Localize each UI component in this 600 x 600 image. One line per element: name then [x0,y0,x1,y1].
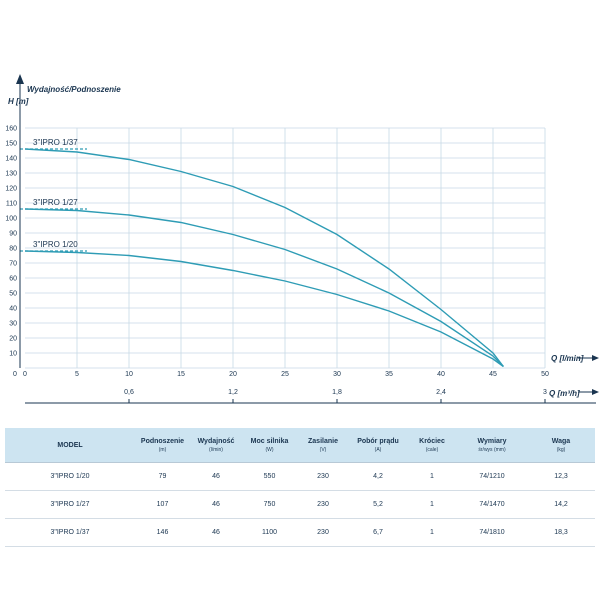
x-tick-label: 30 [333,371,341,378]
x-tick-label: 10 [125,371,133,378]
chart-series: 3"IPRO 1/20 3"IPRO 1/27 3"IPRO 1/37 [20,138,504,368]
series-line [24,208,504,367]
header-flow: Wydajność (l/min) [190,428,242,463]
cell-model: 3"IPRO 1/20 [50,473,90,480]
chart-grid [25,127,546,369]
y-tick-label: 130 [5,171,17,178]
cell-flow: 46 [212,473,220,480]
secondary-x-axis-label: Q [m³/h] [549,389,580,398]
cell-current: 6,7 [373,529,383,536]
cell-lift: 107 [156,501,169,508]
y-tick-label: 50 [9,291,17,298]
chart-title: Wydajność/Podnoszenie [27,85,121,94]
cell-lift: 79 [158,473,167,480]
y-tick-label: 90 [9,231,17,238]
cell-weight: 14,2 [554,501,568,508]
cell-model: 3"IPRO 1/37 [50,529,90,536]
y-tick-label: 10 [9,351,17,358]
cell-lift: 146 [156,529,169,536]
cell-connector: 1 [430,473,434,480]
table-row: 3"IPRO 1/37 146 46 1100 230 6,7 1 74/181… [5,519,595,547]
x-tick-label: 50 [541,371,549,378]
cell-motor-power: 750 [263,501,276,508]
y-tick-label: 0 [13,371,17,378]
cell-model: 3"IPRO 1/27 [50,501,90,508]
cell-connector: 1 [430,501,434,508]
secondary-x-tick-label: 1,8 [332,389,342,396]
series-label: 3"IPRO 1/27 [33,198,78,207]
y-tick-label: 120 [5,186,17,193]
y-tick-label: 20 [9,336,17,343]
cell-current: 4,2 [373,473,383,480]
cell-weight: 12,3 [554,473,568,480]
chart-tick-labels: 0 5 10 15 20 25 30 35 40 45 5010203040506070809010… [5,126,549,403]
cell-dimensions: 74/1210 [479,473,505,480]
y-tick-label: 140 [5,156,17,163]
table-row: 3"IPRO 1/20 79 46 550 230 4,2 1 74/1210 … [5,462,595,491]
header-model: MODEL [5,428,135,463]
header-voltage: Zasilanie (V) [297,428,349,463]
spec-table: MODEL Podnoszenie (m) Wydajność (l/min) Mo… [5,428,595,547]
x-tick-label: 5 [75,371,79,378]
cell-dimensions: 74/1810 [479,529,505,536]
cell-motor-power: 1100 [261,529,278,536]
x-tick-label: 20 [229,371,237,378]
cell-weight: 18,3 [554,529,568,536]
y-tick-label: 30 [9,321,17,328]
x-tick-label: 35 [385,371,393,378]
secondary-x-tick-label: 1,2 [228,389,238,396]
series-label: 3"IPRO 1/37 [33,138,78,147]
cell-dimensions: 74/1470 [479,501,505,508]
series-line [24,250,504,368]
cell-voltage: 230 [317,473,329,480]
cell-flow: 46 [212,501,220,508]
y-tick-label: 60 [9,276,17,283]
y-axis-arrow-icon [16,74,24,84]
spec-table-header-row: MODEL Podnoszenie (m) Wydajność (l/min) Mo… [5,428,595,463]
y-tick-label: 70 [9,261,17,268]
secondary-x-tick-label: 2,4 [436,389,446,396]
x-tick-label: 0 [23,371,27,378]
y-tick-label: 110 [6,201,17,208]
cell-current: 5,2 [373,501,383,508]
secondary-x-tick-label: 0,6 [124,389,134,396]
y-tick-label: 100 [5,216,17,223]
y-tick-label: 150 [5,141,17,148]
cell-voltage: 230 [317,529,329,536]
x-tick-label: 15 [177,371,185,378]
secondary-x-tick-label: 3 [543,389,547,396]
series-label: 3"IPRO 1/20 [33,240,78,249]
secondary-x-axis-arrow-icon [592,389,599,395]
header-weight: Waga (kg) [527,428,595,463]
header-motor-power: Moc silnika (W) [242,428,297,463]
y-tick-label: 40 [9,306,17,313]
cell-voltage: 230 [317,501,329,508]
y-axis-label: H [m] [8,97,29,106]
header-connector: Króciec (cale) [407,428,457,463]
y-tick-label: 160 [5,126,17,133]
x-tick-label: 25 [281,371,289,378]
performance-chart: 0 5 10 15 20 25 30 35 40 45 5010203040506070809010… [5,74,599,404]
x-tick-label: 40 [437,371,445,378]
x-axis-arrow-icon [592,355,599,361]
x-tick-label: 45 [489,371,497,378]
header-lift: Podnoszenie (m) [135,428,190,463]
cell-motor-power: 550 [263,473,276,480]
header-dimensions: Wymiary śr/wys (mm) [457,428,527,463]
cell-connector: 1 [430,529,434,536]
series-line [24,148,504,367]
cell-flow: 46 [212,529,220,536]
table-row: 3"IPRO 1/27 107 46 750 230 5,2 1 74/1470… [5,491,595,519]
header-current: Pobór prądu (A) [349,428,407,463]
y-tick-label: 80 [9,246,17,253]
x-axis-label: Q [l/min] [551,354,584,363]
